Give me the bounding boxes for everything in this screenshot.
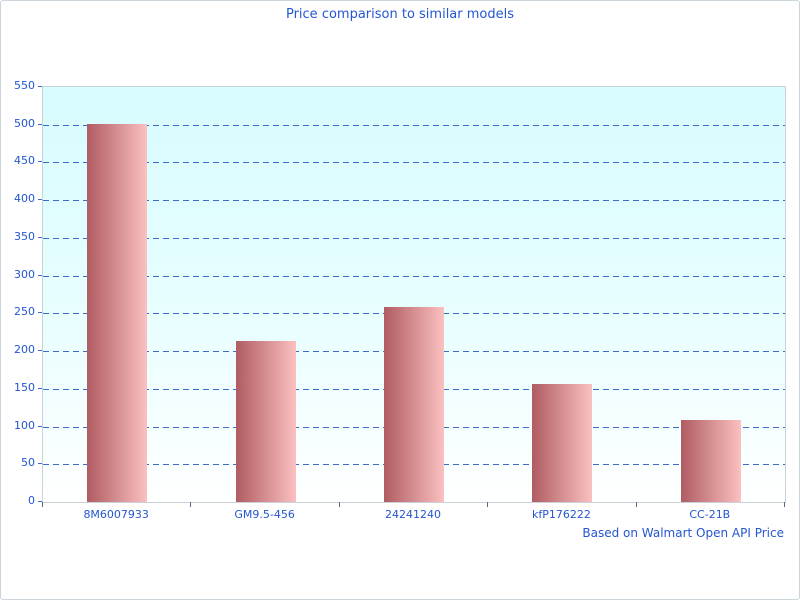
y-tick-label-0: 0 <box>28 494 35 507</box>
x-tick-2 <box>338 502 340 507</box>
y-tick-label-500: 500 <box>14 116 35 130</box>
y-tick-label-550: 550 <box>14 79 35 92</box>
y-tick-label-200: 200 <box>14 343 35 357</box>
y-tick-label-50: 50 <box>21 456 35 470</box>
x-tick-1 <box>190 502 192 507</box>
y-tick-300 <box>38 274 42 276</box>
y-tick-label-400: 400 <box>14 192 35 206</box>
gridline-300 <box>43 275 785 277</box>
x-tick-label-GM9.5-456: GM9.5-456 <box>234 508 295 521</box>
y-tick-350 <box>38 236 42 238</box>
y-tick-label-150: 150 <box>14 380 35 394</box>
y-tick-500 <box>38 123 42 125</box>
gridline-450 <box>43 162 785 164</box>
bar-kfP176222 <box>532 384 593 502</box>
gridline-400 <box>43 200 785 202</box>
y-tick-label-100: 100 <box>14 418 35 432</box>
bar-GM9.5-456 <box>235 341 296 502</box>
y-tick-50 <box>38 463 42 465</box>
x-tick-3 <box>487 502 489 507</box>
plot-area <box>42 86 786 503</box>
x-tick-end <box>784 502 785 507</box>
x-tick-4 <box>635 502 637 507</box>
chart-title: Price comparison to similar models <box>285 7 515 22</box>
y-tick-200 <box>38 350 42 352</box>
chart-caption: Based on Walmart Open API Price <box>582 526 784 540</box>
x-tick-label-8M6007933: 8M6007933 <box>83 508 149 521</box>
x-tick-label-CC-21B: CC-21B <box>689 508 731 521</box>
y-tick-150 <box>38 387 42 389</box>
bar-8M6007933 <box>87 123 148 502</box>
bar-CC-21B <box>680 419 741 502</box>
y-tick-550 <box>38 86 42 87</box>
y-tick-label-350: 350 <box>14 229 35 243</box>
y-tick-250 <box>38 312 42 314</box>
bar-24241240 <box>384 306 444 502</box>
x-tick-0 <box>42 502 43 507</box>
gridline-350 <box>43 237 785 239</box>
y-tick-450 <box>38 161 42 163</box>
y-tick-label-250: 250 <box>14 305 35 319</box>
y-tick-label-450: 450 <box>14 154 35 168</box>
x-tick-label-24241240: 24241240 <box>385 508 441 521</box>
y-tick-100 <box>38 425 42 427</box>
y-tick-0 <box>38 501 42 502</box>
gridline-500 <box>43 124 785 126</box>
x-tick-label-kfP176222: kfP176222 <box>531 508 591 521</box>
y-tick-label-300: 300 <box>14 267 35 281</box>
y-tick-400 <box>38 199 42 201</box>
